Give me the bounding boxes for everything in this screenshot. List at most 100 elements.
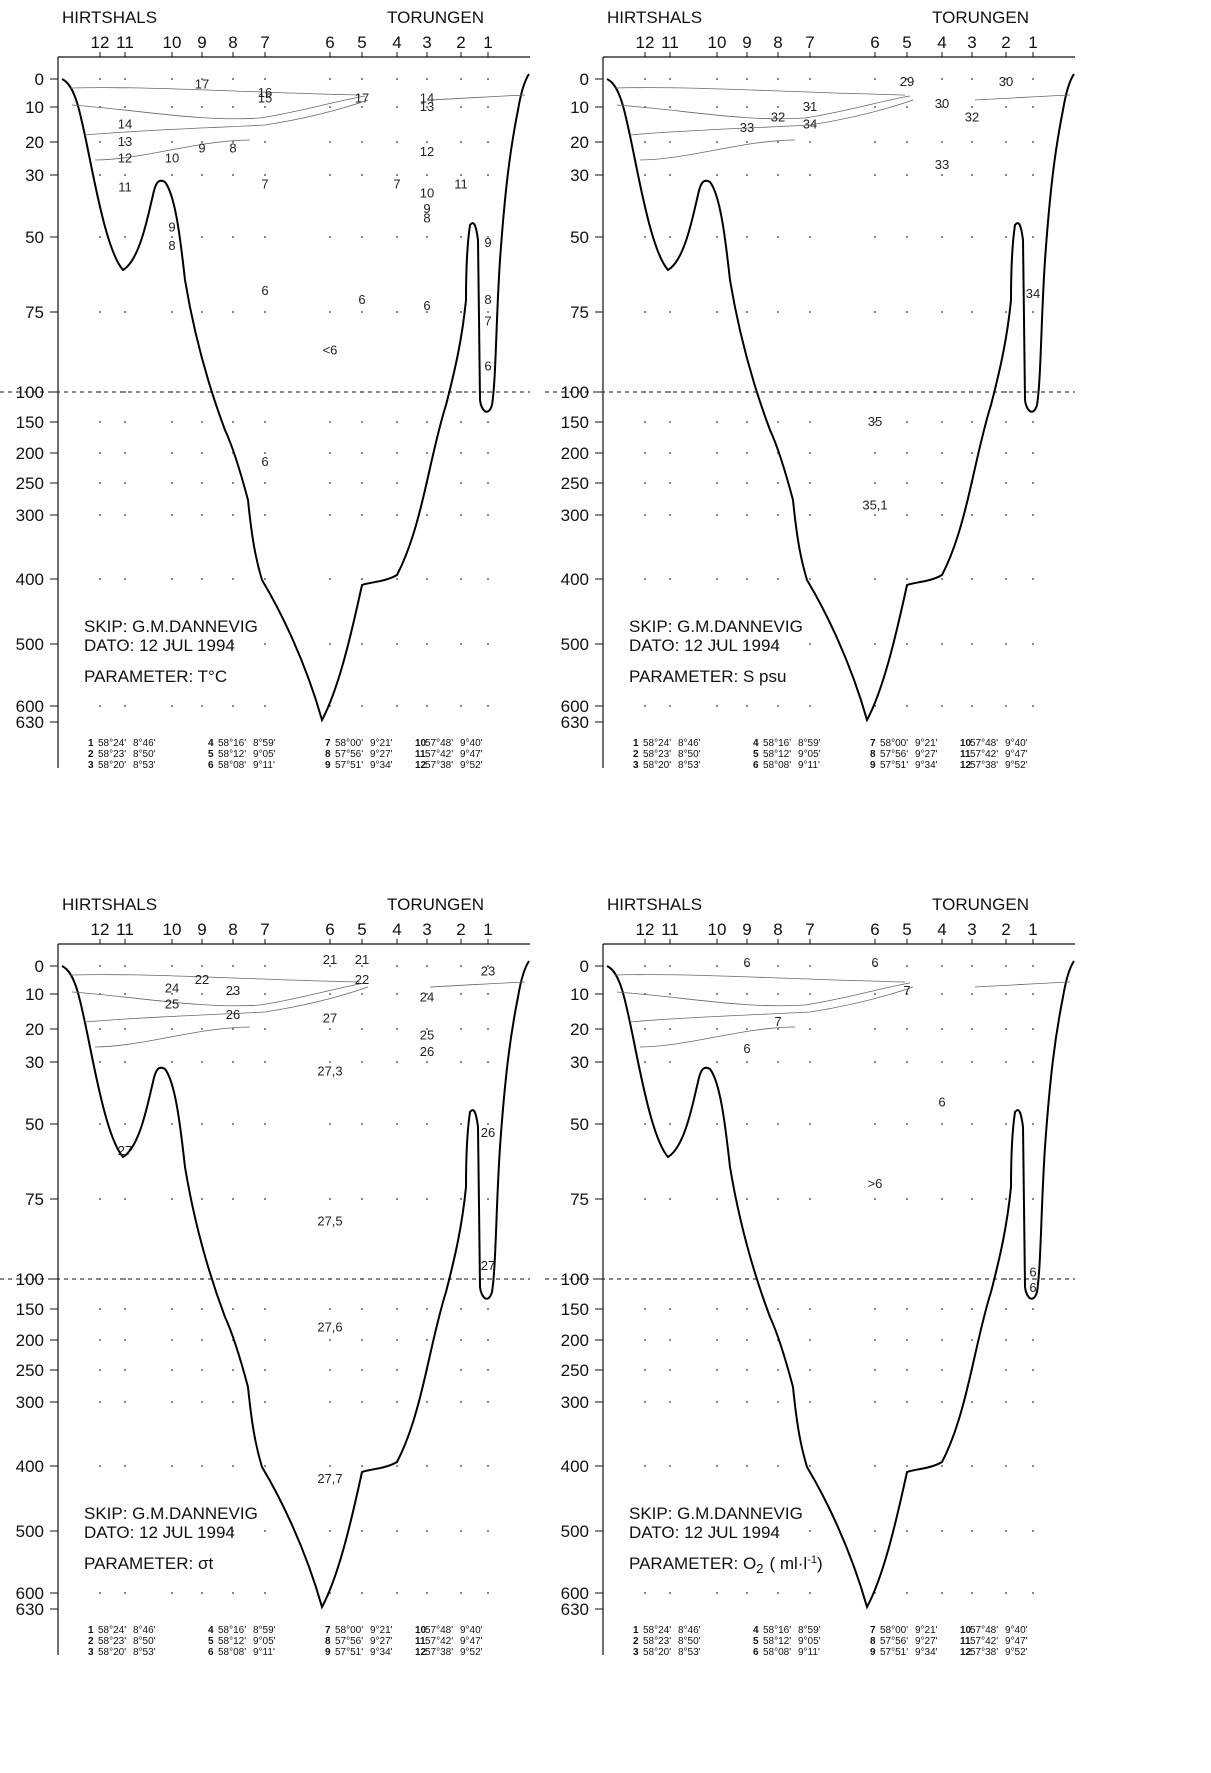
- sample-dot: [232, 705, 234, 707]
- position-longitude: 9°52': [460, 760, 483, 771]
- sample-dot: [716, 1278, 718, 1280]
- sample-dot: [396, 1339, 398, 1341]
- sample-dot: [809, 421, 811, 423]
- depth-tick-label: 0: [35, 957, 44, 976]
- parameter-label: PARAMETER: S psu: [629, 667, 786, 686]
- depth-tick-label: 50: [25, 228, 44, 247]
- sample-dot: [644, 1198, 646, 1200]
- position-latitude: 58°00': [880, 738, 908, 749]
- section-panel-oxygen: HIRTSHALS TORUNGEN 12 11 10 9 8 7 6 5 4 3 2 1 0 10 20 30 5…: [545, 887, 1150, 1773]
- sample-dot: [361, 1123, 363, 1125]
- position-longitude: 9°21': [915, 1625, 938, 1636]
- station-number-label: 9: [742, 920, 751, 939]
- depth-tick-label: 0: [580, 957, 589, 976]
- position-station-number: 4: [208, 738, 214, 749]
- position-station-number: 1: [88, 738, 94, 749]
- sample-dot: [906, 1278, 908, 1280]
- sample-dot: [1005, 514, 1007, 516]
- sample-dot: [809, 1369, 811, 1371]
- sample-dot: [426, 141, 428, 143]
- sample-dot: [777, 965, 779, 967]
- position-longitude: 8°50': [133, 1636, 156, 1647]
- sample-dot: [716, 106, 718, 108]
- depth-tick-label: 200: [561, 1331, 589, 1350]
- sample-dot: [361, 78, 363, 80]
- sample-dot: [941, 482, 943, 484]
- parameter-unit-close: ): [817, 1554, 823, 1573]
- sample-dot: [777, 1465, 779, 1467]
- sample-dot: [906, 482, 908, 484]
- position-latitude: 58°08': [763, 760, 791, 771]
- sample-dot: [201, 236, 203, 238]
- sample-dot: [1032, 1530, 1034, 1532]
- sample-dot: [264, 311, 266, 313]
- sample-dot: [906, 1530, 908, 1532]
- isoline: [429, 981, 526, 988]
- sample-dot: [874, 174, 876, 176]
- sample-dot: [99, 1123, 101, 1125]
- sample-dot: [874, 643, 876, 645]
- sample-dot: [669, 1592, 671, 1594]
- isoline: [94, 1026, 251, 1048]
- sample-dot: [460, 705, 462, 707]
- sample-dot: [874, 578, 876, 580]
- sample-dot: [971, 1401, 973, 1403]
- sample-dot: [361, 391, 363, 393]
- sample-dot: [201, 482, 203, 484]
- sample-dot: [1032, 993, 1034, 995]
- station-number-label: 2: [456, 920, 465, 939]
- sample-dot: [264, 1592, 266, 1594]
- sample-dot: [264, 1028, 266, 1030]
- isoline-label: 8: [168, 238, 175, 253]
- sample-dot: [906, 1465, 908, 1467]
- sample-dot: [396, 141, 398, 143]
- sample-dot: [809, 174, 811, 176]
- depth-tick-label: 10: [570, 985, 589, 1004]
- sample-dot: [329, 514, 331, 516]
- sample-dot: [971, 1198, 973, 1200]
- position-longitude: 8°50': [678, 749, 701, 760]
- isoline-label: 27,7: [317, 1471, 342, 1486]
- isoline-label: 10: [165, 151, 179, 166]
- sample-dot: [396, 514, 398, 516]
- sample-dot: [874, 1028, 876, 1030]
- sample-dot: [644, 1123, 646, 1125]
- sample-dot: [99, 1198, 101, 1200]
- isoline-label: 27,5: [317, 1213, 342, 1228]
- sample-dot: [971, 236, 973, 238]
- position-longitude: 8°46': [678, 1625, 701, 1636]
- position-longitude: 9°05': [253, 749, 276, 760]
- sample-dot: [124, 1278, 126, 1280]
- sample-dot: [361, 311, 363, 313]
- isoline-label: 6: [938, 1094, 945, 1109]
- sample-dot: [124, 1061, 126, 1063]
- sample-dot: [487, 643, 489, 645]
- sample-dot: [124, 578, 126, 580]
- sample-dot: [426, 1278, 428, 1280]
- position-latitude: 57°48': [970, 738, 998, 749]
- sample-dot: [264, 452, 266, 454]
- sample-dot: [1032, 1308, 1034, 1310]
- date-label: DATO: 12 JUL 1994: [84, 636, 235, 655]
- sample-dot: [669, 965, 671, 967]
- position-station-number: 10: [960, 1625, 972, 1636]
- sample-dot: [171, 578, 173, 580]
- sample-dot: [232, 1308, 234, 1310]
- position-station-number: 10: [960, 738, 972, 749]
- station-number-label: 7: [260, 33, 269, 52]
- sample-dot: [1005, 106, 1007, 108]
- depth-tick-label: 500: [16, 635, 44, 654]
- sample-dot: [396, 452, 398, 454]
- sample-dot: [426, 514, 428, 516]
- sample-dot: [124, 106, 126, 108]
- sample-dot: [232, 482, 234, 484]
- sample-dot: [716, 452, 718, 454]
- sample-dot: [809, 452, 811, 454]
- isoline-label: 24: [165, 980, 179, 995]
- sample-dot: [171, 452, 173, 454]
- sample-dot: [906, 514, 908, 516]
- position-station-number: 11: [415, 749, 426, 760]
- sample-dot: [874, 1339, 876, 1341]
- station-number-label: 8: [228, 33, 237, 52]
